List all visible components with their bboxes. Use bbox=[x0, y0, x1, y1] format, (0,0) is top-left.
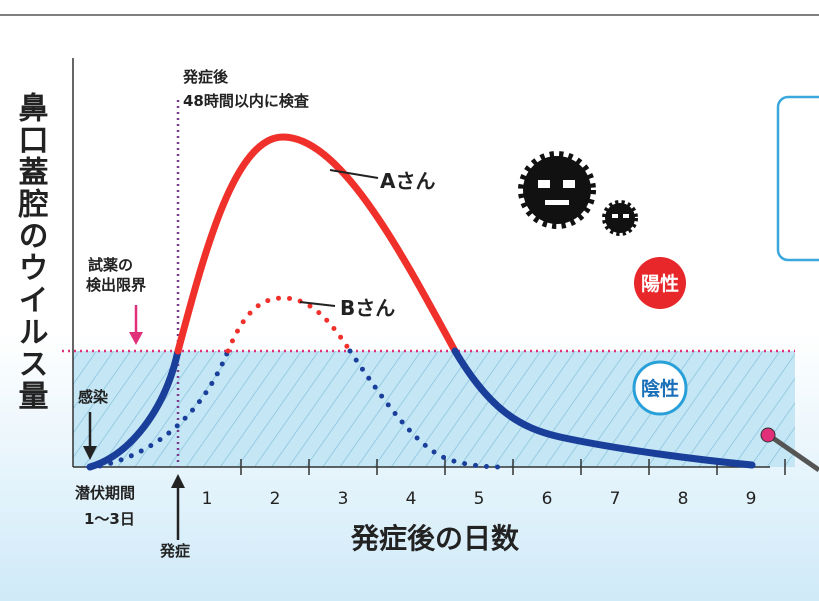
virus-icon bbox=[602, 200, 638, 236]
leader-a bbox=[329, 169, 379, 179]
virus-icon bbox=[518, 151, 596, 229]
limit-label: 検出限界 bbox=[86, 276, 146, 294]
negative-badge bbox=[632, 360, 688, 416]
curve-a-label: Aさん bbox=[380, 169, 435, 193]
x-tick-label: 1 bbox=[202, 489, 213, 509]
curve-b-low bbox=[97, 348, 231, 469]
infection-label: 感染 bbox=[78, 388, 109, 406]
curve-a-low bbox=[86, 347, 182, 471]
curve-a-high bbox=[174, 133, 459, 355]
positive-badge bbox=[634, 257, 686, 309]
pointer-stick bbox=[768, 433, 819, 473]
onset-label: 発症 bbox=[159, 542, 190, 560]
x-tick-label: 4 bbox=[406, 489, 417, 509]
onset-arrow-head bbox=[171, 474, 185, 488]
tick-group: 1 2 3 4 5 6 7 8 9 bbox=[202, 459, 786, 509]
x-tick-label: 9 bbox=[746, 489, 757, 509]
test-note: 48時間以内に検査 bbox=[183, 92, 310, 110]
y-axis-label: 鼻口蓋腔のウイルス量 bbox=[13, 92, 50, 412]
x-tick-label: 3 bbox=[338, 489, 349, 509]
x-tick-label: 6 bbox=[542, 489, 553, 509]
pointer-tip bbox=[760, 427, 776, 443]
x-tick-label: 5 bbox=[474, 489, 485, 509]
x-tick-label: 8 bbox=[678, 489, 689, 509]
incubation-label: 潜伏期間 bbox=[75, 484, 135, 502]
x-tick-label: 7 bbox=[610, 489, 621, 509]
incubation-label: 1〜3日 bbox=[84, 510, 135, 528]
negative-label: 陰性 bbox=[641, 377, 679, 400]
infection-arrow-head bbox=[83, 446, 97, 460]
positive-label: 陽性 bbox=[641, 272, 679, 295]
test-note: 発症後 bbox=[182, 68, 229, 86]
x-axis-title: 発症後の日数 bbox=[350, 522, 520, 555]
curve-a-tail bbox=[451, 347, 756, 469]
limit-label: 試薬の bbox=[88, 256, 133, 274]
curve-b-high bbox=[225, 295, 353, 354]
curve-b-label: Bさん bbox=[340, 296, 395, 320]
limit-arrow-head bbox=[129, 332, 143, 345]
leader-b bbox=[299, 301, 336, 307]
x-tick-label: 2 bbox=[270, 489, 281, 509]
side-box bbox=[776, 95, 819, 262]
